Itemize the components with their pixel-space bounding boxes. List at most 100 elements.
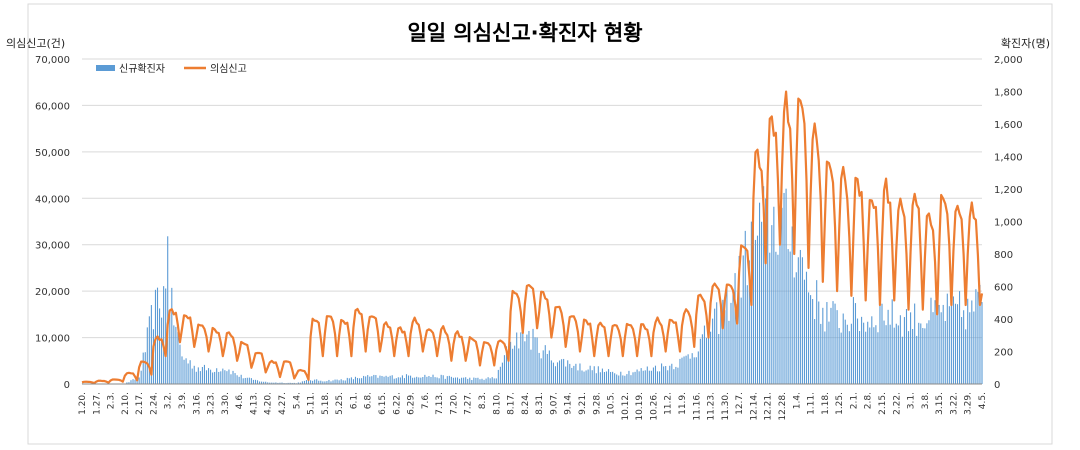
- x-tick-label: 4.13.: [249, 392, 259, 415]
- y-right-tick-label: 1,200: [994, 185, 1023, 196]
- bar: [173, 325, 175, 384]
- bar: [450, 376, 452, 384]
- bar: [775, 251, 777, 384]
- bar: [940, 312, 942, 384]
- bar: [591, 370, 593, 384]
- bar: [491, 377, 493, 384]
- x-tick-label: 2.22.: [892, 392, 902, 415]
- bar: [679, 358, 681, 384]
- x-tick-label: 12.7.: [735, 392, 745, 415]
- bar: [497, 369, 499, 384]
- bar: [454, 377, 457, 384]
- bar: [271, 382, 273, 384]
- bar: [395, 378, 397, 384]
- bar: [589, 365, 591, 384]
- bar: [363, 375, 365, 384]
- bar: [746, 285, 748, 384]
- bar: [879, 302, 881, 384]
- bar: [522, 322, 524, 384]
- bar: [526, 334, 528, 384]
- bar: [385, 375, 387, 384]
- bar: [259, 381, 261, 384]
- bar: [822, 307, 824, 384]
- bar: [354, 376, 357, 384]
- bar: [907, 331, 910, 384]
- x-tick-label: 6.1.: [349, 392, 359, 409]
- y-right-tick-label: 0: [994, 380, 1000, 391]
- y-left-tick-labels: 0 10,000 20,000 30,000 40,000 50,000 60,000 70,…: [35, 55, 70, 391]
- bar: [938, 304, 940, 384]
- bar: [691, 353, 693, 384]
- bar: [599, 372, 601, 384]
- bar: [842, 313, 844, 384]
- bar: [699, 338, 701, 384]
- bar: [538, 352, 540, 384]
- bar: [785, 188, 787, 384]
- chart-title: 일일 의심신고·확진자 현황: [407, 21, 642, 45]
- bar: [597, 366, 599, 384]
- bar: [240, 374, 242, 384]
- bar: [954, 303, 957, 384]
- bar: [179, 344, 181, 384]
- y-right-tick-label: 600: [994, 283, 1013, 294]
- bar: [661, 363, 663, 384]
- bar: [910, 312, 912, 384]
- bar: [763, 186, 765, 384]
- bar: [646, 366, 648, 384]
- bar: [569, 363, 571, 384]
- bar: [826, 302, 828, 384]
- bar: [552, 362, 554, 384]
- x-tick-label: 6.22.: [392, 392, 402, 415]
- bar: [436, 377, 438, 384]
- bar: [350, 377, 352, 384]
- bar: [950, 290, 952, 384]
- bar: [571, 367, 573, 384]
- bar: [307, 380, 310, 384]
- bar: [556, 362, 559, 384]
- bar: [516, 332, 518, 384]
- x-tick-label: 7.13.: [435, 392, 445, 415]
- bar: [673, 369, 675, 384]
- bar: [836, 310, 838, 384]
- bar: [573, 365, 575, 384]
- bar: [326, 381, 328, 384]
- bar: [371, 376, 373, 384]
- bar: [773, 206, 775, 384]
- bar: [520, 332, 522, 384]
- bar: [330, 381, 332, 384]
- bar: [536, 337, 538, 384]
- bar: [838, 327, 840, 384]
- bar: [467, 378, 469, 384]
- bar: [922, 328, 924, 384]
- bar: [542, 350, 544, 384]
- bar: [279, 382, 281, 384]
- bar: [167, 236, 169, 384]
- bar: [503, 355, 505, 384]
- bar: [165, 288, 167, 384]
- bar: [563, 358, 565, 384]
- bar: [218, 371, 220, 384]
- x-tick-label: 2.15.: [878, 392, 888, 415]
- bar: [438, 378, 440, 384]
- bar: [381, 375, 383, 384]
- x-tick-label: 10.19.: [635, 392, 645, 421]
- bar: [250, 378, 252, 384]
- bar: [161, 317, 163, 384]
- bar: [138, 377, 140, 384]
- bar: [969, 312, 971, 384]
- bar: [852, 297, 854, 384]
- bar: [812, 299, 814, 384]
- bar: [720, 304, 722, 384]
- bar: [256, 380, 259, 384]
- bar: [495, 378, 497, 384]
- bar: [234, 373, 236, 384]
- bar: [769, 252, 771, 384]
- bar: [799, 249, 801, 384]
- bar: [291, 382, 293, 384]
- bar: [712, 318, 714, 384]
- bar: [932, 312, 934, 384]
- bar: [965, 329, 967, 384]
- bar: [238, 376, 240, 384]
- bar: [901, 336, 903, 384]
- bar: [336, 379, 338, 384]
